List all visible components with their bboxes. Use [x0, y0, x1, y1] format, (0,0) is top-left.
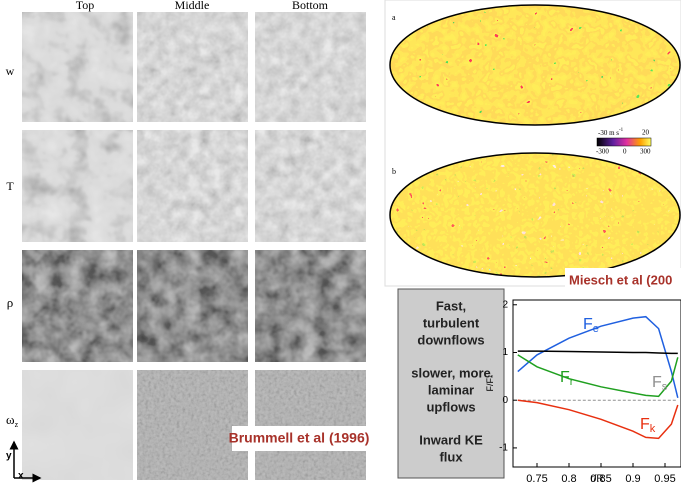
panel-image: [255, 370, 366, 480]
panel-image: [255, 130, 366, 242]
x-tick-label: 0.9: [625, 473, 640, 483]
panel-image: [22, 130, 133, 242]
row-label: w: [6, 64, 15, 78]
map-image: [390, 153, 680, 277]
panel-image: [137, 12, 248, 122]
summary-line: laminar: [428, 382, 474, 397]
map-a: [390, 5, 680, 125]
series-label-main: F: [652, 374, 662, 391]
y-tick-label: 0: [502, 395, 508, 406]
panel-image: [137, 130, 248, 242]
panel-image: [22, 12, 133, 122]
panel-label: a: [392, 13, 396, 22]
row-label-subscript: z: [15, 420, 19, 429]
summary-line: Fast,: [436, 298, 466, 313]
colorbar-max: 20: [642, 129, 650, 137]
summary-line: flux: [439, 449, 463, 464]
column-label: Top: [76, 0, 95, 12]
panel-image: [137, 250, 248, 362]
x-tick-label: 0.95: [654, 473, 675, 483]
caption: Brummell et al (1996): [229, 430, 370, 446]
slide: Top Middle Bottom w T ρ ωz y x Brummell …: [0, 0, 681, 483]
colorbar-min: -30: [598, 129, 608, 137]
y-label-subscript: *: [489, 375, 498, 378]
y-tick-label: 2: [502, 299, 508, 310]
summary-line: slower, more: [411, 365, 490, 380]
row-label: ωz: [6, 412, 19, 429]
x-axis-label: r/R: [590, 474, 603, 483]
series-label-subscript: s: [662, 381, 668, 393]
colorbar-label: -300: [596, 148, 609, 156]
x-tick-label: 0.75: [526, 473, 547, 483]
caption: Miesch et al (200: [569, 272, 672, 287]
panel-image: [255, 12, 366, 122]
colorbar-unit-exp: -1: [619, 128, 624, 133]
simulation-grid: [22, 12, 366, 480]
map-b: [390, 153, 680, 277]
axis-label: y: [6, 451, 12, 462]
row-label: T: [6, 179, 14, 193]
colorbar-unit: m s: [609, 129, 619, 137]
series-label-subscript: r: [570, 376, 574, 388]
panel-image: [255, 250, 366, 362]
panel-image: [22, 370, 133, 480]
axis-label: x: [18, 471, 24, 482]
summary-line: downflows: [417, 332, 484, 347]
map-image: [390, 5, 680, 125]
row-label: ρ: [7, 295, 14, 310]
series-label-main: F: [583, 316, 593, 333]
series-label-subscript: k: [650, 423, 656, 435]
panel-image: [137, 370, 248, 480]
y-tick-label: 1: [502, 347, 508, 358]
y-tick-label: -1: [499, 443, 508, 454]
y-label-main: F/F: [485, 378, 495, 392]
series-label-main: F: [560, 369, 570, 386]
column-label: Middle: [175, 0, 210, 12]
colorbar-label: 300: [640, 148, 651, 156]
colorbar-label: 0: [623, 148, 627, 156]
summary-line: upflows: [426, 399, 475, 414]
summary-line: turbulent: [423, 315, 480, 330]
series-label-subscript: e: [593, 323, 599, 335]
x-tick-label: 0.8: [561, 473, 576, 483]
panel-image: [22, 250, 133, 362]
panel-label: b: [392, 167, 396, 176]
series-label-main: F: [640, 416, 650, 433]
colorbar: [597, 138, 651, 146]
summary-line: Inward KE: [419, 432, 483, 447]
column-label: Bottom: [292, 0, 329, 12]
